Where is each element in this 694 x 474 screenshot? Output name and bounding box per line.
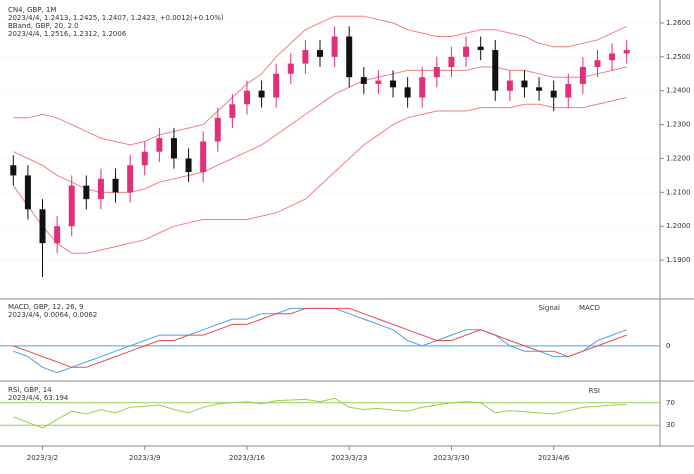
candle-body bbox=[550, 90, 557, 98]
candle-body bbox=[287, 63, 294, 74]
candle-body bbox=[375, 80, 382, 84]
candle-body bbox=[317, 50, 323, 57]
y-tick-label: 1.2100 bbox=[666, 188, 691, 196]
indicator-line bbox=[13, 307, 627, 368]
candle-body bbox=[214, 117, 221, 142]
candle-body bbox=[404, 87, 411, 98]
indicator-values: 2023/4/4, 63.194 bbox=[8, 394, 69, 402]
candle-body bbox=[477, 46, 484, 51]
x-tick-label: 2023/3/16 bbox=[229, 454, 265, 462]
candle-body bbox=[623, 50, 630, 54]
x-tick-label: 2023/3/30 bbox=[433, 454, 469, 462]
candle-body bbox=[243, 90, 250, 105]
y-tick-label: 1.2000 bbox=[666, 222, 691, 230]
candle-body bbox=[141, 151, 148, 166]
x-tick-label: 2023/3/9 bbox=[129, 454, 160, 462]
y-tick-label: 1.2600 bbox=[666, 19, 691, 27]
candle-body bbox=[492, 50, 499, 91]
y-tick-label: 70 bbox=[666, 399, 675, 407]
candle-body bbox=[521, 80, 528, 88]
y-tick-label: 30 bbox=[666, 421, 675, 429]
indicator-line bbox=[13, 15, 627, 146]
candle-body bbox=[127, 165, 134, 193]
indicator-values: 2023/4/4, 0.0064, 0.0062 bbox=[8, 311, 97, 319]
y-tick-label: 1.2500 bbox=[666, 53, 691, 61]
candle-body bbox=[10, 165, 17, 176]
indicator-line bbox=[12, 97, 627, 254]
candle-body bbox=[83, 185, 90, 200]
candle-body bbox=[609, 53, 616, 61]
legend-entry: Signal bbox=[538, 304, 560, 312]
indicator-values: BBand, GBP, 20, 2.0 bbox=[8, 22, 79, 30]
y-tick-label: 1.2300 bbox=[666, 121, 691, 129]
candle-body bbox=[506, 80, 513, 91]
candle-body bbox=[156, 138, 163, 152]
candle-body bbox=[433, 66, 440, 78]
y-tick-label: 0 bbox=[666, 342, 670, 350]
x-tick-label: 2023/3/23 bbox=[331, 454, 367, 462]
candle-body bbox=[302, 50, 309, 64]
candle-body bbox=[536, 87, 543, 91]
candle-body bbox=[170, 138, 177, 159]
y-tick-label: 1.2200 bbox=[666, 154, 691, 162]
candle-body bbox=[346, 36, 353, 78]
indicator-title: CN4, GBP, 1M bbox=[8, 6, 56, 14]
candle-body bbox=[594, 60, 601, 67]
candle-body bbox=[54, 226, 61, 244]
candle-body bbox=[579, 66, 586, 84]
candle-body bbox=[565, 83, 572, 98]
x-tick-label: 2023/4/6 bbox=[538, 454, 570, 462]
candle-body bbox=[68, 185, 75, 227]
candle-body bbox=[185, 158, 192, 173]
candle-body bbox=[448, 56, 455, 67]
legend-entry: RSI bbox=[589, 387, 600, 395]
legend-entry: MACD bbox=[579, 304, 600, 312]
indicator-values: 2023/4/4, 1.2413, 1.2425, 1.2407, 1.2423… bbox=[8, 14, 224, 22]
candle-body bbox=[390, 80, 397, 88]
candle-body bbox=[39, 209, 46, 244]
candle-body bbox=[463, 46, 470, 57]
candle-body bbox=[273, 73, 280, 98]
indicator-title: RSI, GBP, 14 bbox=[8, 386, 52, 394]
x-tick-label: 2023/3/2 bbox=[27, 454, 58, 462]
candle-body bbox=[331, 36, 338, 57]
candle-body bbox=[419, 77, 426, 98]
candle-body bbox=[258, 90, 265, 98]
indicator-title: MACD, GBP, 12, 26, 9 bbox=[8, 303, 84, 311]
candle-body bbox=[112, 178, 119, 193]
candle-body bbox=[24, 175, 31, 210]
candle-body bbox=[360, 77, 367, 84]
indicator-values: 2023/4/4, 1.2516, 1.2312, 1.2006 bbox=[8, 30, 127, 38]
candle-body bbox=[229, 104, 236, 118]
y-tick-label: 1.2400 bbox=[666, 87, 691, 95]
indicator-line bbox=[13, 397, 627, 429]
candle-body bbox=[200, 141, 207, 173]
candle-body bbox=[97, 178, 104, 200]
y-tick-label: 1.1900 bbox=[666, 256, 691, 264]
